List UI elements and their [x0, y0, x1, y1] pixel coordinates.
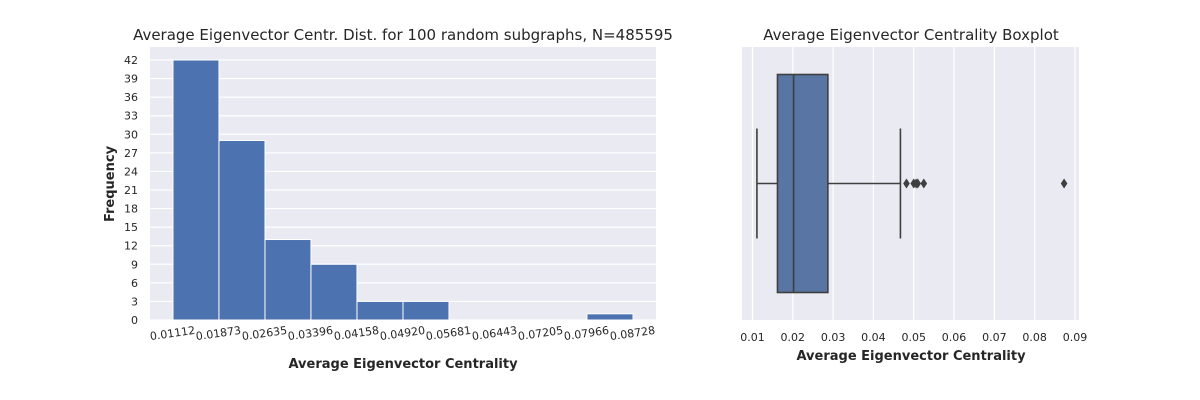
histogram-bar	[264, 239, 312, 321]
boxplot-outlier	[920, 178, 928, 189]
boxplot-x-tick-label: 0.06	[942, 331, 967, 344]
histogram-x-ticks: 0.01112 0.01873 0.02635 0.03396 0.04158 0.049…	[149, 324, 656, 343]
histogram-bar	[586, 313, 634, 321]
histogram-x-tick-label: 0.05681	[425, 324, 472, 343]
boxplot-x-tick-label: 0.04	[861, 331, 886, 344]
boxplot-outlier	[903, 178, 910, 189]
histogram-bar	[172, 59, 220, 321]
histogram-y-tick-label: 36	[124, 91, 138, 104]
histogram-bars	[172, 59, 634, 321]
histogram-bar	[402, 300, 450, 321]
histogram-bar	[356, 300, 404, 321]
histogram-y-tick-label: 33	[124, 110, 138, 123]
histogram-y-tick-label: 18	[124, 203, 138, 216]
boxplot-box	[776, 73, 829, 294]
histogram-x-tick-label: 0.07205	[517, 324, 564, 343]
histogram-x-tick-label: 0.02635	[241, 324, 288, 343]
boxplot-body	[756, 73, 1068, 294]
boxplot-x-tick-label: 0.01	[740, 331, 765, 344]
boxplot-x-axis-label: Average Eigenvector Centrality	[796, 349, 1026, 364]
boxplot-outlier	[1060, 178, 1068, 189]
histogram-x-tick-label: 0.06443	[471, 324, 518, 343]
histogram-x-tick-label: 0.01873	[195, 324, 242, 343]
histogram-y-tick-label: 21	[124, 184, 138, 197]
histogram-y-tick-label: 12	[124, 240, 138, 253]
histogram-y-tick-label: 39	[124, 73, 138, 86]
histogram-y-tick-label: 6	[131, 277, 138, 290]
histogram-x-tick-label: 0.07966	[563, 324, 610, 343]
histogram-x-tick-label: 0.01112	[149, 324, 196, 343]
histogram-x-tick-label: 0.08728	[609, 324, 656, 343]
histogram-y-tick-label: 24	[124, 165, 138, 178]
boxplot-x-ticks: 0.01 0.02 0.03 0.04 0.05 0.06 0.07 0.08 0.09	[740, 331, 1087, 344]
histogram-y-tick-label: 3	[131, 295, 138, 308]
boxplot-x-tick-label: 0.07	[982, 331, 1007, 344]
histogram-y-tick-label: 15	[124, 221, 138, 234]
histogram-x-tick-label: 0.04920	[379, 324, 426, 343]
histogram-y-axis-label: Frequency	[103, 145, 118, 222]
histogram-y-tick-label: 0	[131, 314, 138, 327]
histogram-x-tick-label: 0.04158	[333, 324, 380, 343]
boxplot-x-tick-label: 0.02	[781, 331, 806, 344]
boxplot-x-tick-label: 0.03	[821, 331, 846, 344]
boxplot-x-tick-label: 0.09	[1063, 331, 1088, 344]
histogram-title: Average Eigenvector Centr. Dist. for 100…	[133, 26, 673, 44]
histogram-x-axis-label: Average Eigenvector Centrality	[288, 357, 518, 372]
boxplot-x-tick-label: 0.08	[1022, 331, 1047, 344]
boxplot-outlier	[914, 178, 922, 189]
histogram-y-tick-label: 30	[124, 128, 138, 141]
histogram-y-tick-label: 27	[124, 147, 138, 160]
histogram-y-tick-label: 42	[124, 54, 138, 67]
boxplot-x-tick-label: 0.05	[901, 331, 926, 344]
histogram-y-tick-label: 9	[131, 258, 138, 271]
histogram-x-tick-label: 0.03396	[287, 324, 334, 343]
boxplot-chart: 0.01 0.02 0.03 0.04 0.05 0.06 0.07 0.08 0.09 Ave…	[740, 26, 1087, 364]
boxplot-title: Average Eigenvector Centrality Boxplot	[763, 26, 1059, 44]
histogram-bar	[310, 263, 358, 321]
histogram-bar	[218, 139, 266, 321]
